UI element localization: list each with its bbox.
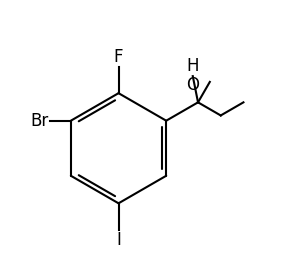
Text: I: I [116, 231, 121, 249]
Text: O: O [186, 76, 199, 94]
Text: H: H [187, 57, 199, 75]
Text: F: F [114, 48, 123, 66]
Text: Br: Br [30, 112, 49, 130]
